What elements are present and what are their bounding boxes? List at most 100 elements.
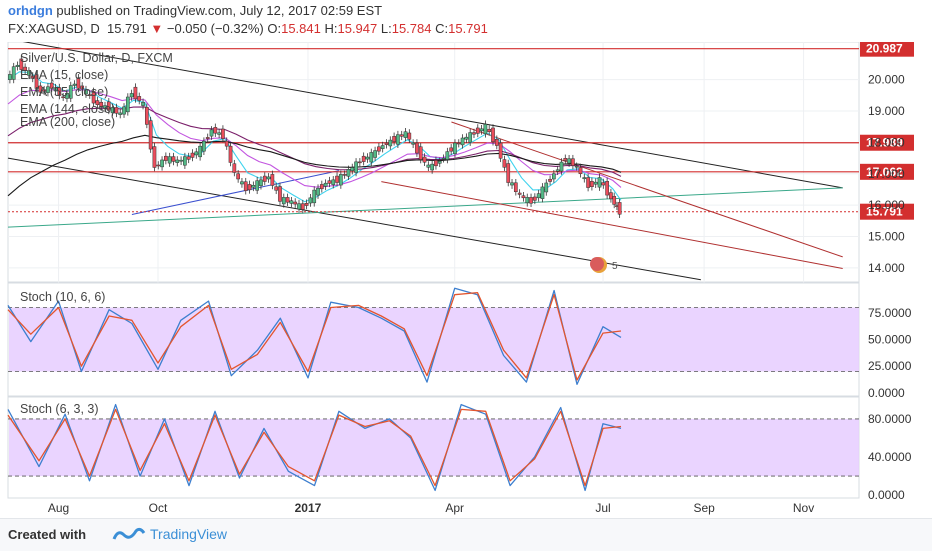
candle-body	[30, 75, 35, 79]
candle-body	[95, 100, 100, 105]
candle-body	[434, 160, 438, 167]
open-value: 15.841	[281, 21, 321, 36]
ema-200-line	[7, 134, 622, 197]
created-with-label: Created with	[8, 527, 87, 542]
candle-body	[548, 178, 552, 182]
candle-body	[479, 128, 484, 132]
candle-body	[68, 85, 73, 99]
tradingview-brand-link[interactable]: TradingView	[150, 526, 228, 542]
candle-body	[125, 96, 130, 113]
stoch2-title: Stoch (6, 3, 3)	[20, 402, 99, 416]
candle-body	[415, 142, 419, 154]
trendline	[7, 157, 701, 281]
price-axis: 14.000 15.000 16.000 17.000 18.000 19.000 20.0…	[868, 73, 905, 275]
candle-body	[80, 85, 85, 90]
level-price-tag	[860, 40, 914, 57]
candle-body	[494, 139, 499, 146]
time-tick-label: Oct	[149, 501, 168, 515]
candle-body	[34, 74, 39, 89]
high-label: H:	[324, 21, 338, 36]
candle-body	[76, 77, 81, 89]
candle-body	[209, 129, 214, 137]
candle-body	[552, 173, 556, 180]
candle-body	[513, 182, 518, 193]
candle-body	[555, 169, 560, 172]
price-tick-label: 17.000	[868, 167, 905, 181]
candle-body	[578, 167, 583, 175]
ema-lines	[7, 71, 622, 203]
candle-body	[609, 192, 613, 200]
candle-body	[586, 177, 590, 188]
candle-body	[445, 151, 450, 160]
candle-body	[114, 107, 119, 114]
tradingview-logo-icon[interactable]	[112, 525, 146, 543]
candle-body	[38, 85, 43, 93]
stoch1-title: Stoch (10, 6, 6)	[20, 290, 105, 304]
candle-body	[361, 155, 366, 162]
candle-body	[27, 70, 31, 76]
candle-body	[236, 173, 240, 180]
chart-header: orhdgn published on TradingView.com, Jul…	[0, 0, 932, 42]
stoch2-plot: 0.0000 40.0000 80.0000	[7, 403, 912, 502]
candle-body	[205, 137, 210, 139]
candle-body	[574, 165, 579, 168]
candle-body	[338, 174, 343, 186]
candle-body	[346, 169, 351, 177]
low-label: L:	[380, 21, 392, 36]
candle-body	[221, 128, 225, 139]
candle-body	[148, 120, 153, 150]
candle-body	[281, 197, 286, 205]
stoch2-tick-label: 80.0000	[868, 412, 912, 426]
candle-body	[300, 203, 305, 210]
stoch1-pane: 0.0000 25.0000 50.0000 75.0000 Stoch (10, 6…	[7, 282, 912, 400]
stoch2-pane: 0.0000 40.0000 80.0000 Stoch (6, 3, 3)	[7, 396, 912, 502]
candle-body	[274, 186, 279, 191]
candle-body	[308, 197, 313, 204]
candle-body	[483, 123, 488, 135]
candle-body	[144, 107, 149, 125]
candle-body	[262, 175, 267, 182]
candles	[8, 55, 622, 218]
candle-body	[430, 163, 434, 171]
candle-body	[506, 163, 511, 183]
candle-body	[388, 139, 393, 147]
candle-body	[399, 134, 404, 137]
symbol-label: FX:XAGUSD, D	[8, 21, 100, 36]
candle-body	[396, 134, 400, 145]
chart-title: Silver/U.S. Dollar, D, FXCM	[20, 51, 173, 65]
candle-body	[297, 203, 301, 210]
candle-body	[365, 156, 370, 160]
time-tick-label: Sep	[693, 501, 715, 515]
trendline	[131, 170, 340, 216]
price-tick-label: 15.000	[868, 230, 905, 244]
candle-body	[491, 127, 495, 143]
stoch2-d-line	[7, 408, 622, 487]
candle-body	[186, 156, 191, 160]
candle-body	[593, 181, 598, 185]
candle-body	[141, 101, 145, 106]
author-link[interactable]: orhdgn	[8, 3, 53, 18]
publish-line: orhdgn published on TradingView.com, Jul…	[8, 3, 382, 18]
candle-body	[167, 156, 172, 164]
candle-body	[304, 203, 309, 206]
candle-body	[612, 196, 617, 205]
ema-55-line	[7, 89, 622, 188]
stoch2-band	[9, 418, 859, 477]
level-price-label: 17.062	[866, 165, 903, 179]
candle-body	[46, 86, 50, 93]
candle-body	[559, 161, 564, 172]
candle-body	[198, 145, 202, 158]
candle-body	[15, 64, 20, 67]
candle-body	[289, 200, 294, 204]
candle-body	[590, 181, 594, 187]
level-price-tag	[860, 163, 914, 180]
level-price-tag	[860, 134, 914, 151]
price-tick-label: 19.000	[868, 104, 905, 118]
candle-body	[87, 94, 92, 96]
candle-body	[129, 93, 134, 98]
candle-body	[529, 197, 533, 204]
candle-body	[312, 189, 317, 204]
candle-body	[597, 177, 602, 188]
candle-body	[266, 176, 271, 180]
candle-body	[122, 106, 126, 115]
